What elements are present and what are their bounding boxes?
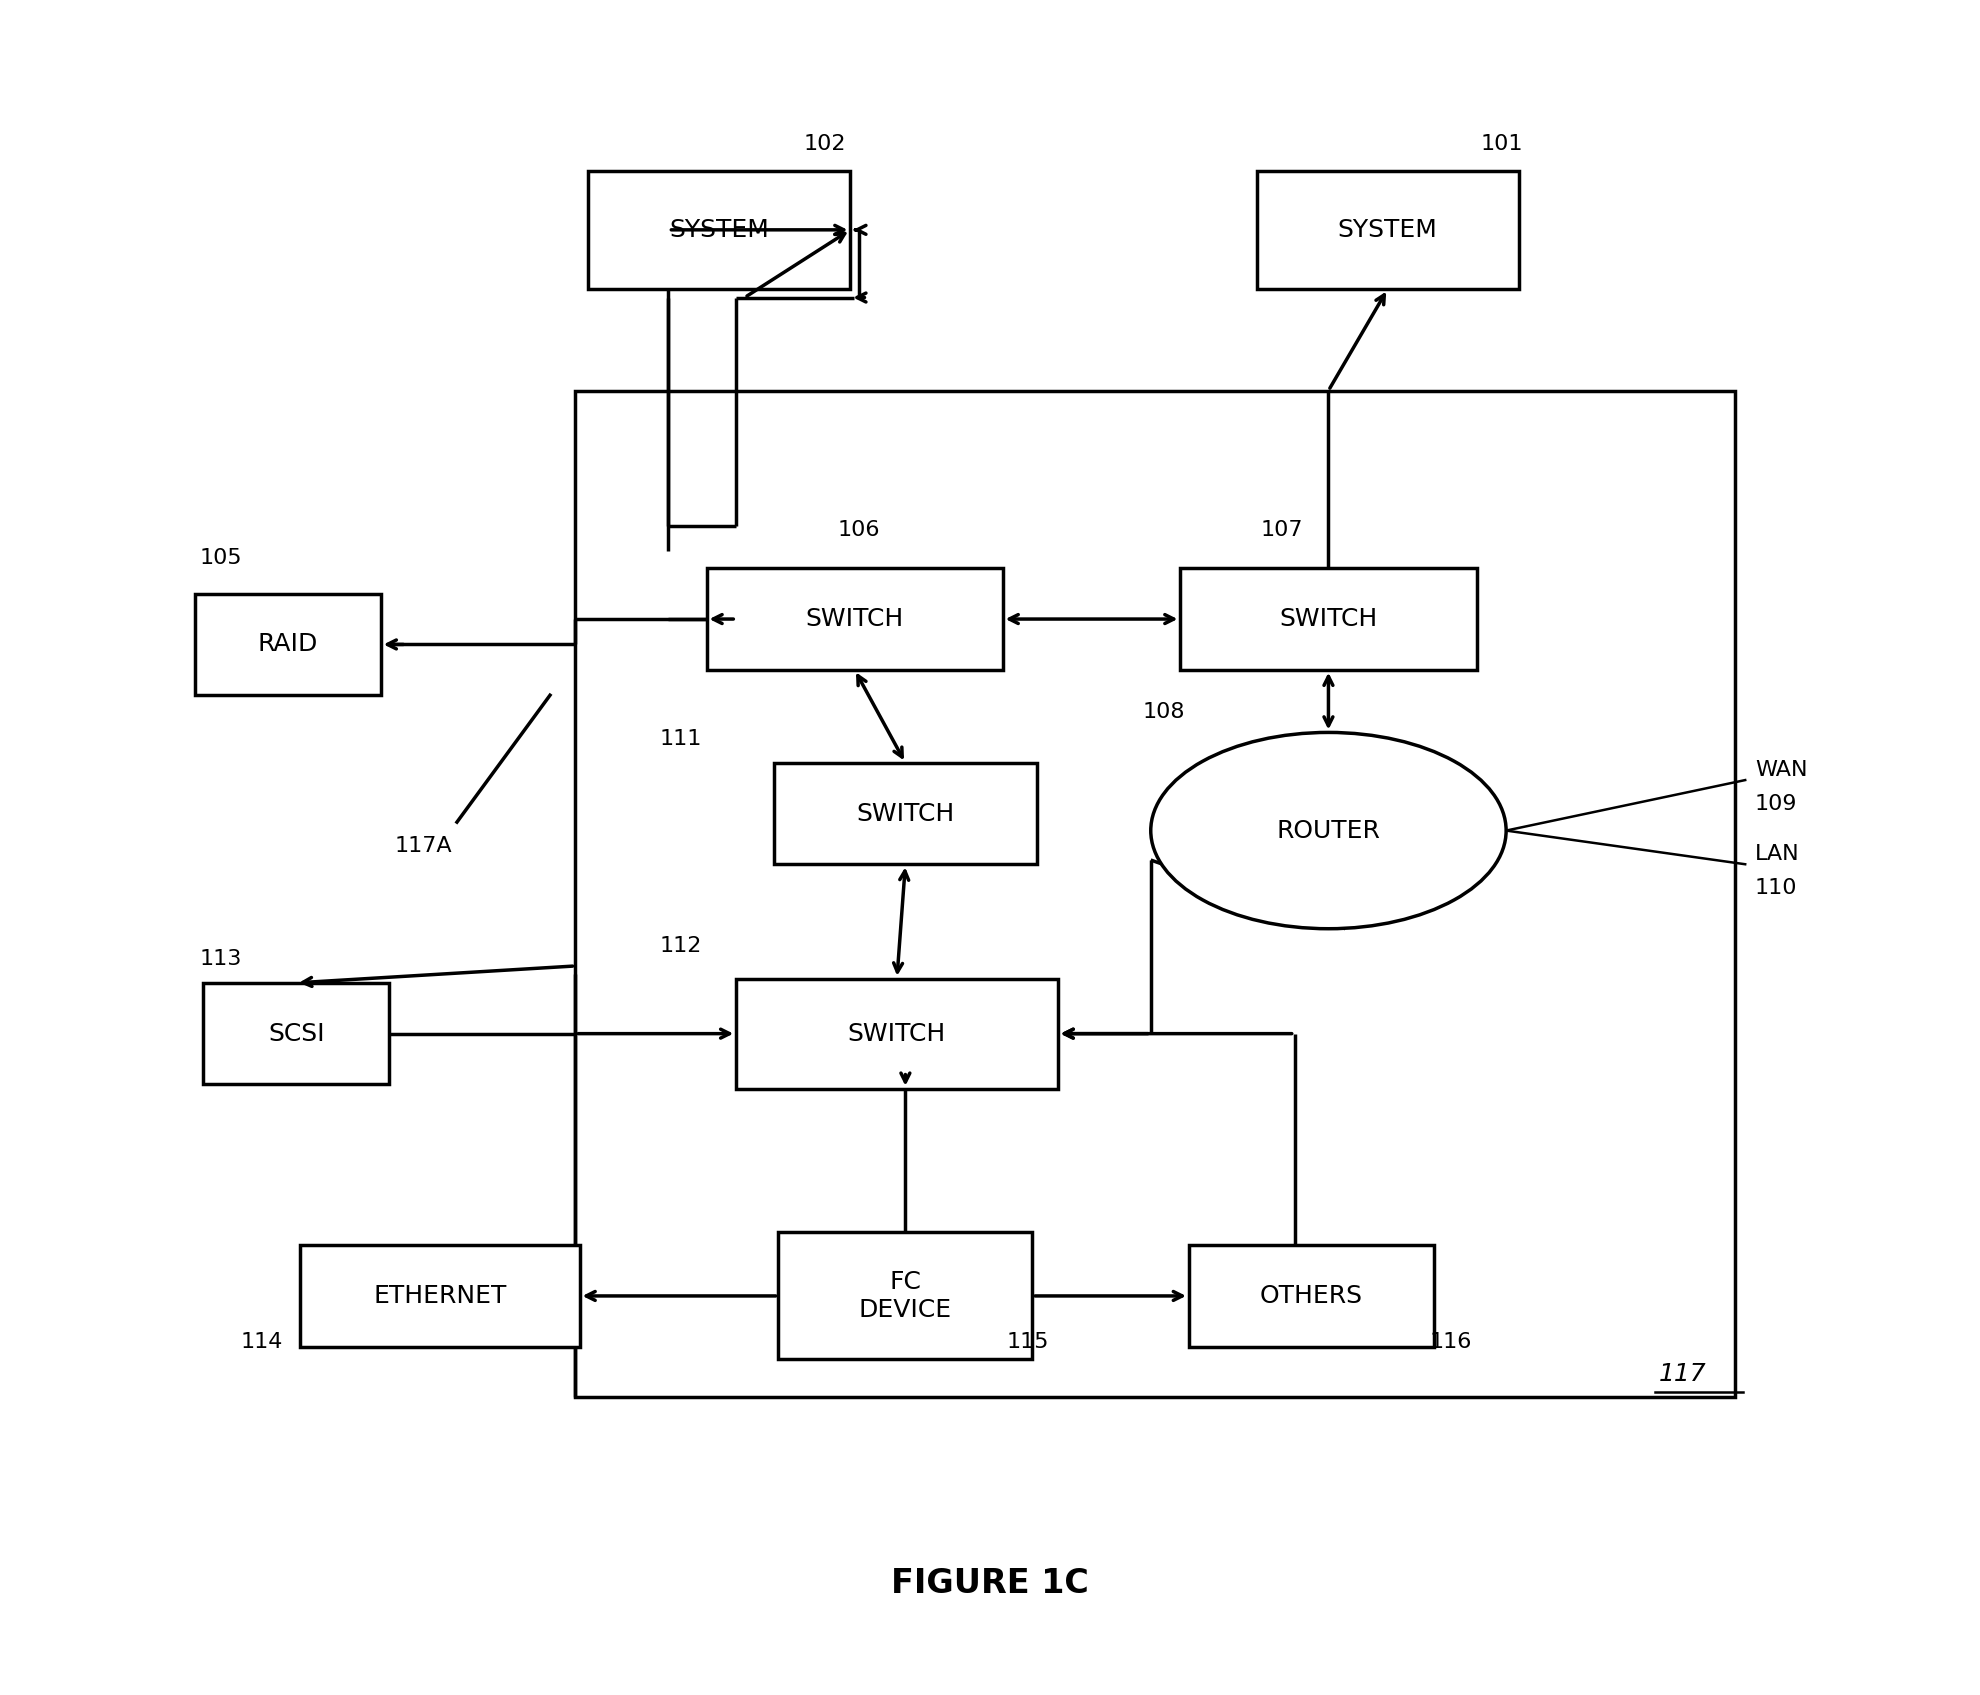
Text: FIGURE 1C: FIGURE 1C <box>891 1568 1089 1600</box>
Text: RAID: RAID <box>257 632 319 656</box>
Text: 113: 113 <box>200 949 242 970</box>
Text: ROUTER: ROUTER <box>1277 819 1380 842</box>
Text: SCSI: SCSI <box>267 1022 325 1046</box>
Text: 114: 114 <box>240 1332 283 1353</box>
Text: SWITCH: SWITCH <box>806 607 903 631</box>
Bar <box>774 763 1038 864</box>
Bar <box>1257 171 1519 290</box>
Bar <box>588 171 849 290</box>
Text: OTHERS: OTHERS <box>1259 1283 1362 1309</box>
Bar <box>204 983 390 1085</box>
Text: 107: 107 <box>1261 519 1303 539</box>
Text: 105: 105 <box>200 547 242 568</box>
Text: 106: 106 <box>838 519 881 539</box>
Text: SWITCH: SWITCH <box>847 1022 946 1046</box>
Bar <box>576 390 1734 1397</box>
Bar <box>778 1232 1032 1359</box>
Text: WAN: WAN <box>1754 759 1808 780</box>
Text: ETHERNET: ETHERNET <box>374 1283 507 1309</box>
Text: 115: 115 <box>1008 1332 1049 1353</box>
Ellipse shape <box>1150 732 1507 929</box>
Bar <box>737 978 1057 1088</box>
Text: SYSTEM: SYSTEM <box>669 219 768 242</box>
Text: 108: 108 <box>1142 702 1184 722</box>
Bar <box>1180 568 1477 670</box>
Text: SWITCH: SWITCH <box>855 802 954 825</box>
Text: 110: 110 <box>1754 878 1798 898</box>
Bar <box>707 568 1002 670</box>
Text: 109: 109 <box>1754 793 1798 814</box>
Text: LAN: LAN <box>1754 844 1800 864</box>
Text: SWITCH: SWITCH <box>1279 607 1378 631</box>
Bar <box>194 593 380 695</box>
Text: 101: 101 <box>1481 134 1523 154</box>
Text: 117A: 117A <box>394 836 451 856</box>
Text: FC
DEVICE: FC DEVICE <box>859 1270 952 1322</box>
Bar <box>301 1246 580 1348</box>
Text: 111: 111 <box>659 729 703 749</box>
Text: 117: 117 <box>1659 1361 1707 1385</box>
Text: 102: 102 <box>804 134 845 154</box>
Text: 112: 112 <box>659 936 703 956</box>
Bar <box>1188 1246 1434 1348</box>
Text: SYSTEM: SYSTEM <box>1338 219 1437 242</box>
Text: 116: 116 <box>1430 1332 1473 1353</box>
